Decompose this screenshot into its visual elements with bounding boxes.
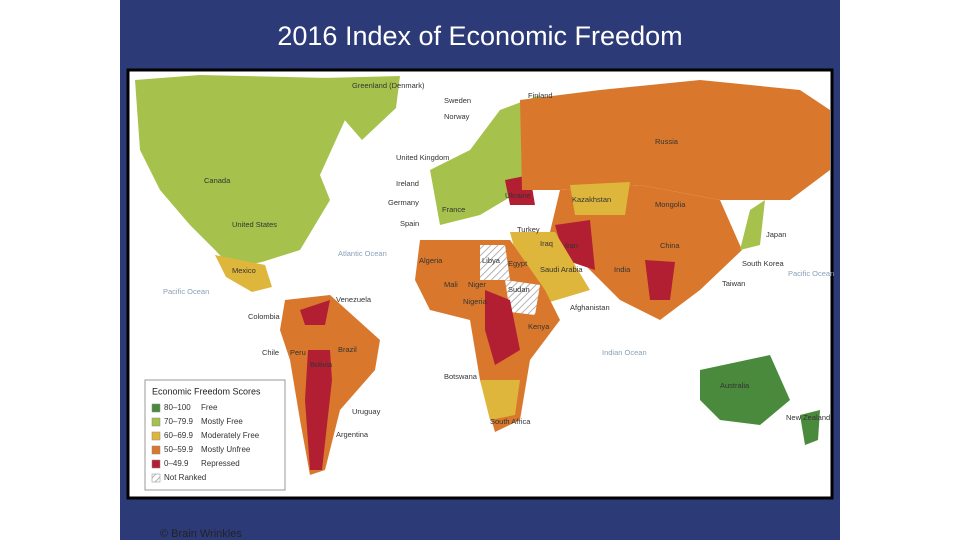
country-label: Botswana: [444, 372, 478, 381]
country-label: India: [614, 265, 631, 274]
legend-title: Economic Freedom Scores: [152, 386, 261, 396]
country-label: Brazil: [338, 345, 357, 354]
legend-swatch: [151, 473, 161, 483]
country-label: Indian Ocean: [602, 348, 647, 357]
southern-africa: [480, 380, 520, 420]
country-label: Canada: [204, 176, 231, 185]
greenland: [322, 76, 400, 140]
country-label: Argentina: [336, 430, 369, 439]
legend-label: Free: [201, 403, 218, 412]
legend-range: 80–100: [164, 403, 191, 412]
country-label: Taiwan: [722, 279, 745, 288]
bolivia-argentina: [305, 350, 332, 470]
country-label: Sweden: [444, 96, 471, 105]
country-label: China: [660, 241, 680, 250]
libya: [480, 245, 510, 280]
north-america: [135, 75, 345, 268]
country-label: Turkey: [517, 225, 540, 234]
country-label: Libya: [482, 256, 501, 265]
legend-range: 60–69.9: [164, 431, 193, 440]
country-label: Venezuela: [336, 295, 372, 304]
country-label: Colombia: [248, 312, 281, 321]
australia: [700, 355, 790, 425]
kazakhstan: [570, 182, 630, 215]
country-label: Mongolia: [655, 200, 686, 209]
country-label: Australia: [720, 381, 750, 390]
legend-label: Repressed: [201, 459, 240, 468]
legend-label: Mostly Free: [201, 417, 243, 426]
country-label: South Africa: [490, 417, 531, 426]
asia: [550, 185, 742, 320]
legend-range: 50–59.9: [164, 445, 193, 454]
myanmar: [645, 260, 675, 300]
country-label: Uruguay: [352, 407, 381, 416]
legend-swatch: [151, 417, 161, 427]
country-label: South Korea: [742, 259, 785, 268]
map-shapes: [135, 75, 830, 475]
country-label: Bolivia: [310, 360, 333, 369]
country-label: Iraq: [540, 239, 553, 248]
legend-label: Moderately Free: [201, 431, 260, 440]
country-label: Chile: [262, 348, 279, 357]
japan: [740, 200, 765, 250]
legend-range: 0–49.9: [164, 459, 189, 468]
country-label: Kenya: [528, 322, 550, 331]
country-label: United Kingdom: [396, 153, 449, 162]
footer: © Brain Wrinkles: [160, 528, 242, 540]
country-label: Sudan: [508, 285, 530, 294]
sudan: [505, 280, 540, 315]
country-label: New Zealand: [786, 413, 830, 422]
country-label: Atlantic Ocean: [338, 249, 387, 258]
slide-title: 2016 Index of Economic Freedom: [277, 21, 682, 51]
country-label: Finland: [528, 91, 553, 100]
country-label: Egypt: [508, 259, 528, 268]
middle-east: [510, 232, 590, 302]
legend-swatch: [151, 445, 161, 455]
country-label: Ireland: [396, 179, 419, 188]
country-label: Peru: [290, 348, 306, 357]
legend-label: Not Ranked: [164, 473, 206, 482]
map-labels: Greenland (Denmark) Sweden Finland Norway Ru…: [163, 81, 834, 439]
country-label: Niger: [468, 280, 486, 289]
legend-swatch: [151, 459, 161, 469]
country-label: Spain: [400, 219, 419, 228]
venezuela: [300, 300, 330, 325]
legend-range: 70–79.9: [164, 417, 193, 426]
country-label: Pacific Ocean: [163, 287, 209, 296]
country-label: Iran: [565, 241, 578, 250]
country-label: Norway: [444, 112, 470, 121]
legend: Economic Freedom Scores 80–100 Free 70–79.…: [144, 379, 286, 491]
russia: [520, 80, 830, 200]
legend-box: [144, 379, 286, 491]
country-label: Mexico: [232, 266, 256, 275]
country-label: Saudi Arabia: [540, 265, 583, 274]
country-label: Afghanistan: [570, 303, 610, 312]
country-label: Nigeria: [463, 297, 488, 306]
country-label: United States: [232, 220, 277, 229]
legend-swatch: [151, 431, 161, 441]
legend-swatch: [151, 403, 161, 413]
country-label: Germany: [388, 198, 419, 207]
country-label: Pacific Ocean: [788, 269, 834, 278]
country-label: France: [442, 205, 465, 214]
central-africa: [485, 290, 520, 365]
country-label: Algeria: [419, 256, 443, 265]
new-zealand: [800, 410, 820, 445]
country-label: Japan: [766, 230, 786, 239]
mexico: [215, 255, 272, 292]
country-label: Russia: [655, 137, 679, 146]
legend-label: Mostly Unfree: [201, 445, 251, 454]
country-label: Ukraine: [505, 191, 531, 200]
country-label: Mali: [444, 280, 458, 289]
country-label: Kazakhstan: [572, 195, 611, 204]
country-label: Greenland (Denmark): [352, 81, 425, 90]
